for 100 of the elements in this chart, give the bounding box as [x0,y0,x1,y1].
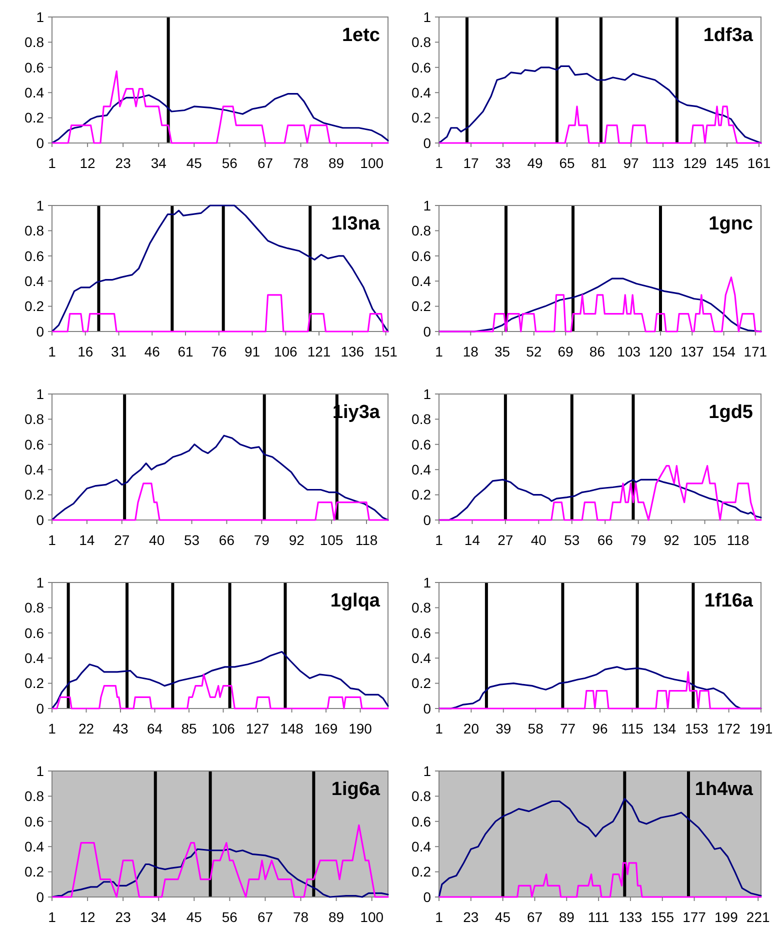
line-series [51,848,389,898]
x-tick-label: 177 [682,909,706,925]
y-tick-label: 0.4 [412,650,432,666]
x-tick-label: 172 [717,720,741,736]
x-tick-label: 92 [288,532,305,548]
x-tick-label: 133 [618,909,642,925]
x-tick-label: 1 [48,720,56,736]
x-tick-label: 1 [48,909,56,925]
y-tick-label: 0.2 [412,486,432,503]
y-tick-label: 0.8 [412,411,432,428]
line-series [51,651,389,710]
chart-title: 1h4wa [694,779,754,800]
x-tick-label: 52 [526,344,542,360]
y-tick-label: 0.8 [412,788,432,804]
x-tick-label: 106 [274,344,298,360]
x-tick-label: 151 [374,344,398,360]
x-tick-label: 1 [435,155,444,171]
x-tick-label: 121 [307,344,331,360]
y-tick-label: 0 [36,323,44,340]
y-tick-label: 0.4 [412,838,432,854]
chart-title: 1etc [342,25,380,46]
x-tick-label: 154 [712,344,736,360]
x-tick-label: 17 [463,155,479,171]
line-series [438,798,762,898]
y-tick-label: 1 [36,386,44,402]
y-tick-label: 1 [36,197,44,214]
y-tick-label: 0.6 [412,813,432,830]
x-tick-label: 16 [78,344,94,360]
y-tick-label: 0.2 [412,675,432,692]
y-tick-label: 0 [36,700,44,716]
chart-title: 1gnc [708,214,754,234]
x-tick-label: 145 [715,155,739,171]
x-tick-label: 65 [559,155,575,171]
y-tick-label: 1 [423,197,432,214]
x-tick-label: 34 [150,909,167,925]
x-tick-label: 89 [558,909,575,925]
y-tick-label: 0.2 [24,864,44,880]
x-tick-label: 111 [588,909,610,925]
x-tick-label: 91 [244,344,260,360]
y-tick-label: 0 [36,888,44,905]
y-tick-label: 0.4 [412,462,432,478]
x-tick-label: 14 [464,532,480,548]
x-tick-label: 113 [652,155,674,171]
x-tick-label: 23 [463,909,479,925]
x-tick-label: 61 [178,344,194,360]
x-tick-label: 64 [146,720,163,736]
y-tick-label: 0.6 [24,624,44,641]
x-tick-label: 115 [621,720,644,736]
line-series [51,824,389,898]
x-tick-label: 136 [340,344,364,360]
x-tick-label: 66 [218,532,235,548]
line-series [51,674,389,710]
x-tick-label: 148 [280,720,304,736]
y-tick-label: 0.8 [412,222,432,239]
x-tick-label: 1 [435,532,444,548]
y-tick-label: 1 [423,386,432,402]
x-tick-label: 137 [680,344,704,360]
y-tick-label: 1 [423,574,432,590]
x-tick-label: 77 [560,720,576,736]
x-tick-label: 78 [292,909,309,925]
x-tick-label: 49 [527,155,543,171]
x-tick-label: 105 [320,532,344,548]
y-tick-label: 0.2 [24,486,44,503]
y-tick-label: 0.2 [412,298,432,314]
x-tick-label: 45 [495,909,511,925]
x-tick-label: 22 [78,720,94,736]
x-tick-label: 1 [48,155,56,171]
y-tick-label: 1 [36,762,44,779]
x-tick-label: 12 [80,909,96,925]
x-tick-label: 27 [114,532,130,548]
chart-title: 1df3a [703,25,754,46]
y-tick-label: 0.6 [24,436,44,452]
x-tick-label: 58 [528,720,544,736]
y-tick-label: 0.2 [412,864,432,880]
x-tick-label: 40 [149,532,165,548]
x-tick-label: 191 [749,720,773,736]
line-series [438,65,762,144]
y-tick-label: 0.2 [24,675,44,692]
x-tick-label: 118 [355,532,378,548]
x-tick-label: 23 [115,155,132,171]
chart-title: 1ig6a [331,779,380,800]
y-tick-label: 0.2 [412,110,432,126]
x-tick-label: 45 [186,909,202,925]
x-tick-label: 56 [222,909,238,925]
x-tick-label: 20 [463,720,480,736]
y-tick-label: 0.6 [412,59,432,76]
x-tick-label: 31 [110,344,127,360]
y-tick-label: 0 [36,134,44,151]
line-series [438,465,762,521]
x-tick-label: 66 [597,532,614,548]
y-tick-label: 0.6 [24,248,44,264]
y-tick-label: 0.6 [412,248,432,264]
x-tick-label: 89 [328,909,344,925]
y-tick-label: 0.2 [24,110,44,126]
x-tick-label: 1 [435,909,444,925]
x-tick-label: 155 [650,909,674,925]
chart-title: 1l3na [331,214,380,234]
x-tick-label: 96 [592,720,608,736]
x-tick-label: 67 [257,909,274,925]
x-tick-label: 35 [494,344,510,360]
